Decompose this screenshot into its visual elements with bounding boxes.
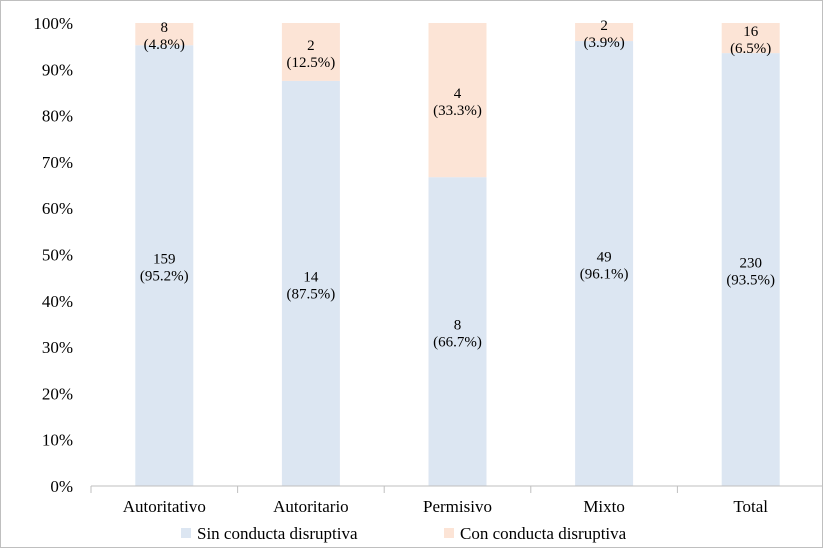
category-label: Total <box>733 497 768 516</box>
y-tick-label: 70% <box>42 153 73 172</box>
data-label-count: 14 <box>303 269 319 285</box>
data-label-percent: (3.9%) <box>583 35 624 51</box>
data-label-count: 230 <box>739 256 762 272</box>
bar-segment <box>135 23 194 46</box>
data-label-count: 16 <box>743 24 759 40</box>
data-label-count: 4 <box>454 86 462 102</box>
data-label-percent: (66.7%) <box>433 335 482 351</box>
data-label-percent: (6.5%) <box>730 41 771 57</box>
data-label-count: 8 <box>454 318 462 334</box>
y-tick-label: 30% <box>42 338 73 357</box>
data-label-count: 49 <box>597 250 612 266</box>
category-label: Permisivo <box>423 497 492 516</box>
y-tick-label: 90% <box>42 60 73 79</box>
y-axis: 0% 10% 20% 30% 40% 50% 60% 70% 80% 90% 100% <box>33 14 73 496</box>
y-tick-label: 60% <box>42 199 73 218</box>
y-tick-label: 40% <box>42 292 73 311</box>
bars <box>135 23 780 486</box>
category-label: Autoritario <box>273 497 349 516</box>
bar-segment <box>135 45 194 486</box>
bar-segment <box>281 80 340 486</box>
data-label-count: 2 <box>307 38 315 54</box>
data-label-percent: (95.2%) <box>140 269 189 285</box>
data-label-percent: (4.8%) <box>144 37 185 53</box>
bar-segment <box>281 23 340 81</box>
data-label-percent: (12.5%) <box>287 55 336 71</box>
legend-swatch <box>444 528 454 538</box>
data-label-percent: (87.5%) <box>287 286 336 302</box>
category-label: Mixto <box>583 497 625 516</box>
data-label-percent: (93.5%) <box>726 273 775 289</box>
x-axis: Autoritativo Autoritario Permisivo Mixto Tot… <box>90 485 823 516</box>
bar-segment <box>721 53 780 486</box>
bar-segment <box>721 23 780 54</box>
legend-label: Con conducta disruptiva <box>460 524 627 543</box>
data-label-percent: (96.1%) <box>580 267 629 283</box>
y-tick-label: 50% <box>42 246 73 265</box>
bar-segment <box>428 177 487 486</box>
data-label-count: 159 <box>153 252 176 268</box>
legend: Sin conducta disruptiva Con conducta disr… <box>181 524 627 543</box>
y-tick-label: 20% <box>42 384 73 403</box>
legend-swatch <box>181 528 191 538</box>
y-tick-label: 0% <box>50 477 73 496</box>
y-tick-label: 10% <box>42 431 73 450</box>
bar-segment <box>428 23 487 178</box>
bar-segment <box>575 41 634 486</box>
legend-label: Sin conducta disruptiva <box>197 524 358 543</box>
data-label-count: 8 <box>161 20 169 36</box>
bar-segment <box>575 23 634 42</box>
data-label-count: 2 <box>600 18 608 34</box>
data-labels: 159(95.2%)8(4.8%)14(87.5%)2(12.5%)8(66.7… <box>140 18 775 351</box>
category-label: Autoritativo <box>123 497 206 516</box>
y-tick-label: 80% <box>42 107 73 126</box>
data-label-percent: (33.3%) <box>433 103 482 119</box>
y-tick-label: 100% <box>33 14 73 33</box>
